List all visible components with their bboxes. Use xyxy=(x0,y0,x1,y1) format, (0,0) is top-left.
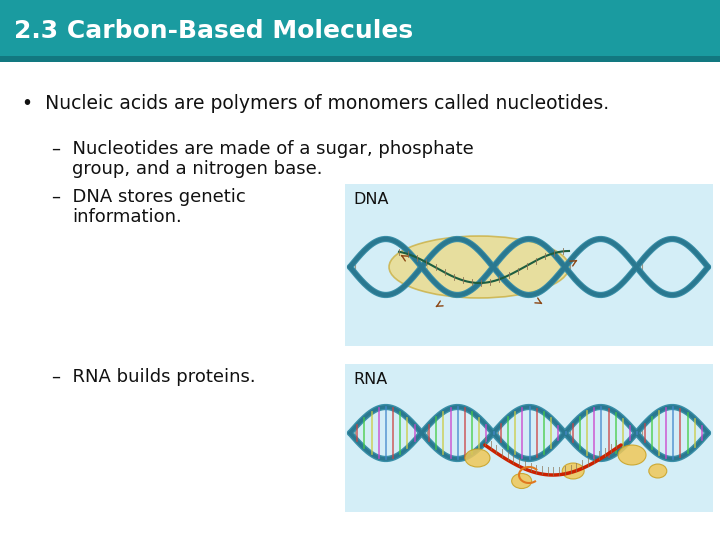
Text: –  DNA stores genetic: – DNA stores genetic xyxy=(52,188,246,206)
Bar xyxy=(0,0,720,62)
Ellipse shape xyxy=(465,449,490,467)
Text: DNA: DNA xyxy=(353,192,389,207)
Text: •  Nucleic acids are polymers of monomers called nucleotides.: • Nucleic acids are polymers of monomers… xyxy=(22,94,609,113)
Ellipse shape xyxy=(562,463,584,479)
Ellipse shape xyxy=(389,236,569,298)
Ellipse shape xyxy=(649,464,667,478)
Text: group, and a nitrogen base.: group, and a nitrogen base. xyxy=(72,160,323,178)
Text: 2.3 Carbon-Based Molecules: 2.3 Carbon-Based Molecules xyxy=(14,19,413,43)
Ellipse shape xyxy=(512,474,531,489)
Bar xyxy=(0,56,720,62)
Bar xyxy=(0,62,720,540)
Ellipse shape xyxy=(618,445,646,465)
Bar xyxy=(345,364,713,512)
Bar xyxy=(345,184,713,346)
Text: RNA: RNA xyxy=(353,372,387,387)
Text: –  Nucleotides are made of a sugar, phosphate: – Nucleotides are made of a sugar, phosp… xyxy=(52,140,474,158)
Text: –  RNA builds proteins.: – RNA builds proteins. xyxy=(52,368,256,386)
Text: information.: information. xyxy=(72,208,181,226)
